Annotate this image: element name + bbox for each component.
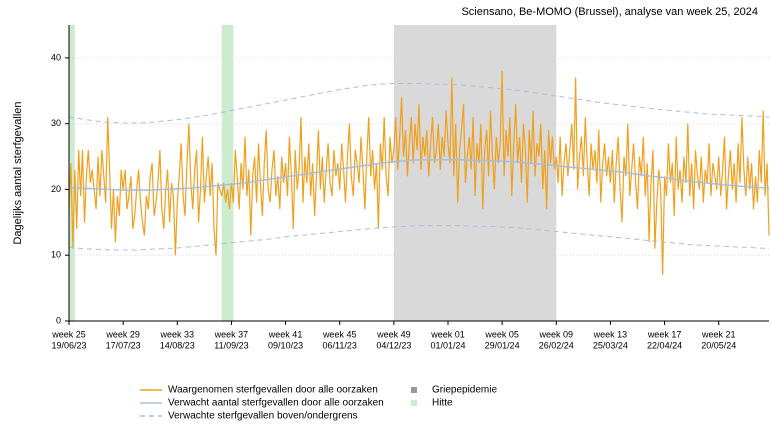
x-tick-date: 06/11/23 — [323, 340, 357, 350]
legend-label: Verwachte sterfgevallen boven/ondergrens — [168, 411, 358, 422]
x-tick-label: week 25 — [51, 329, 86, 339]
x-tick-label: week 13 — [593, 329, 628, 339]
series-line — [68, 159, 770, 191]
x-tick-label: week 29 — [105, 329, 140, 339]
x-tick-label: week 01 — [430, 329, 465, 339]
x-tick-label: week 17 — [647, 329, 682, 339]
x-tick-label: week 45 — [322, 329, 357, 339]
legend-label: Hitte — [432, 398, 453, 409]
x-tick-date: 14/08/23 — [160, 340, 195, 350]
x-tick-label: week 09 — [539, 329, 574, 339]
shaded-period — [69, 25, 75, 321]
bound-line — [68, 225, 770, 251]
y-tick-label: 10 — [51, 250, 61, 260]
x-tick-date: 17/07/23 — [106, 340, 141, 350]
x-tick-date: 22/04/24 — [647, 340, 682, 350]
x-tick-date: 04/12/23 — [376, 340, 411, 350]
y-tick-label: 30 — [51, 118, 61, 128]
y-tick-label: 0 — [56, 315, 61, 325]
x-tick-label: week 33 — [160, 329, 195, 339]
legend-label: Verwacht aantal sterfgevallen door alle … — [168, 398, 384, 409]
bound-line — [68, 83, 770, 124]
legend-swatch — [411, 387, 417, 393]
x-tick-date: 11/09/23 — [214, 340, 248, 350]
chart-title: Sciensano, Be-MOMO (Brussel), analyse va… — [461, 6, 758, 18]
legend-label: Waargenomen sterfgevallen door alle oorz… — [168, 385, 378, 396]
x-tick-date: 09/10/23 — [268, 340, 303, 350]
y-axis-label: Dagelijks aantal sterfgevallen — [12, 101, 24, 244]
x-tick-date: 20/05/24 — [701, 340, 736, 350]
y-tick-label: 40 — [51, 52, 61, 62]
y-tick-label: 20 — [51, 184, 61, 194]
x-tick-label: week 05 — [484, 329, 519, 339]
x-tick-label: week 49 — [376, 329, 411, 339]
x-tick-label: week 21 — [701, 329, 736, 339]
x-tick-date: 26/02/24 — [539, 340, 574, 350]
x-tick-date: 19/06/23 — [51, 340, 86, 350]
series-line — [68, 70, 770, 276]
x-tick-label: week 41 — [268, 329, 303, 339]
x-tick-date: 01/01/24 — [430, 340, 465, 350]
shaded-period — [221, 25, 234, 321]
x-tick-label: week 37 — [214, 329, 249, 339]
legend-swatch — [411, 400, 417, 406]
x-tick-date: 25/03/24 — [593, 340, 628, 350]
legend-label: Griepepidemie — [432, 385, 497, 396]
x-tick-date: 29/01/24 — [485, 340, 520, 350]
